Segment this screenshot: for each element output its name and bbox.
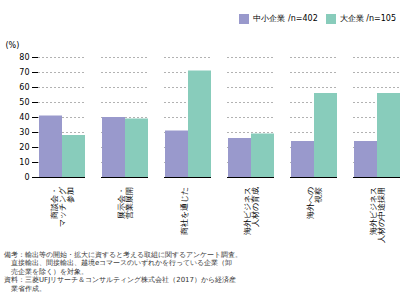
svg-text:60: 60 [19, 83, 29, 92]
svg-text:0: 0 [24, 173, 29, 182]
html-text:業省作成。: 業省作成。 [4, 284, 46, 293]
html-text:売企業を除く）を対象。: 売企業を除く）を対象。 [4, 267, 88, 276]
html-text:資料：三菱UFJリサーチ＆コンサルティング株式会社（2017: 資料：三菱UFJリサーチ＆コンサルティング株式会社（2017）から経済産 [4, 276, 236, 285]
svg-text:40: 40 [19, 113, 29, 122]
svg-text:20: 20 [19, 143, 29, 152]
svg-text:50: 50 [19, 98, 29, 107]
html-text:備考：輸出等の開始・拡大に資すると考える取組に関するアンケー: 備考：輸出等の開始・拡大に資すると考える取組に関するアンケート調査。 [4, 251, 242, 259]
svg-text:商社を通じた: 商社を通じた [180, 187, 189, 235]
svg-text:30: 30 [19, 128, 29, 137]
svg-text:海外ビジネス人材の中途採用: 海外ビジネス人材の中途採用 [369, 187, 386, 243]
svg-text:80: 80 [19, 53, 29, 62]
svg-text:商談会・マッチング参加: 商談会・マッチング参加 [50, 186, 75, 227]
svg-text:70: 70 [19, 68, 29, 77]
svg-text:展示会・営業展開: 展示会・営業展開 [117, 187, 134, 219]
html-text:直接輸出、間接輸出、越境eコマースのいずれかを行っている企業: 直接輸出、間接輸出、越境eコマースのいずれかを行っている企業（卸 [4, 259, 233, 268]
html-text:中小企業 /n=402: 中小企業 /n=402 [253, 14, 318, 23]
svg-text:海外への視察: 海外への視察 [306, 187, 323, 219]
svg-text:10: 10 [19, 158, 29, 167]
svg-text:海外ビジネス人材の育成: 海外ビジネス人材の育成 [243, 187, 260, 235]
html-text:大企業 /n=105: 大企業 /n=105 [339, 14, 396, 23]
svg-text:(%): (%) [6, 41, 20, 50]
